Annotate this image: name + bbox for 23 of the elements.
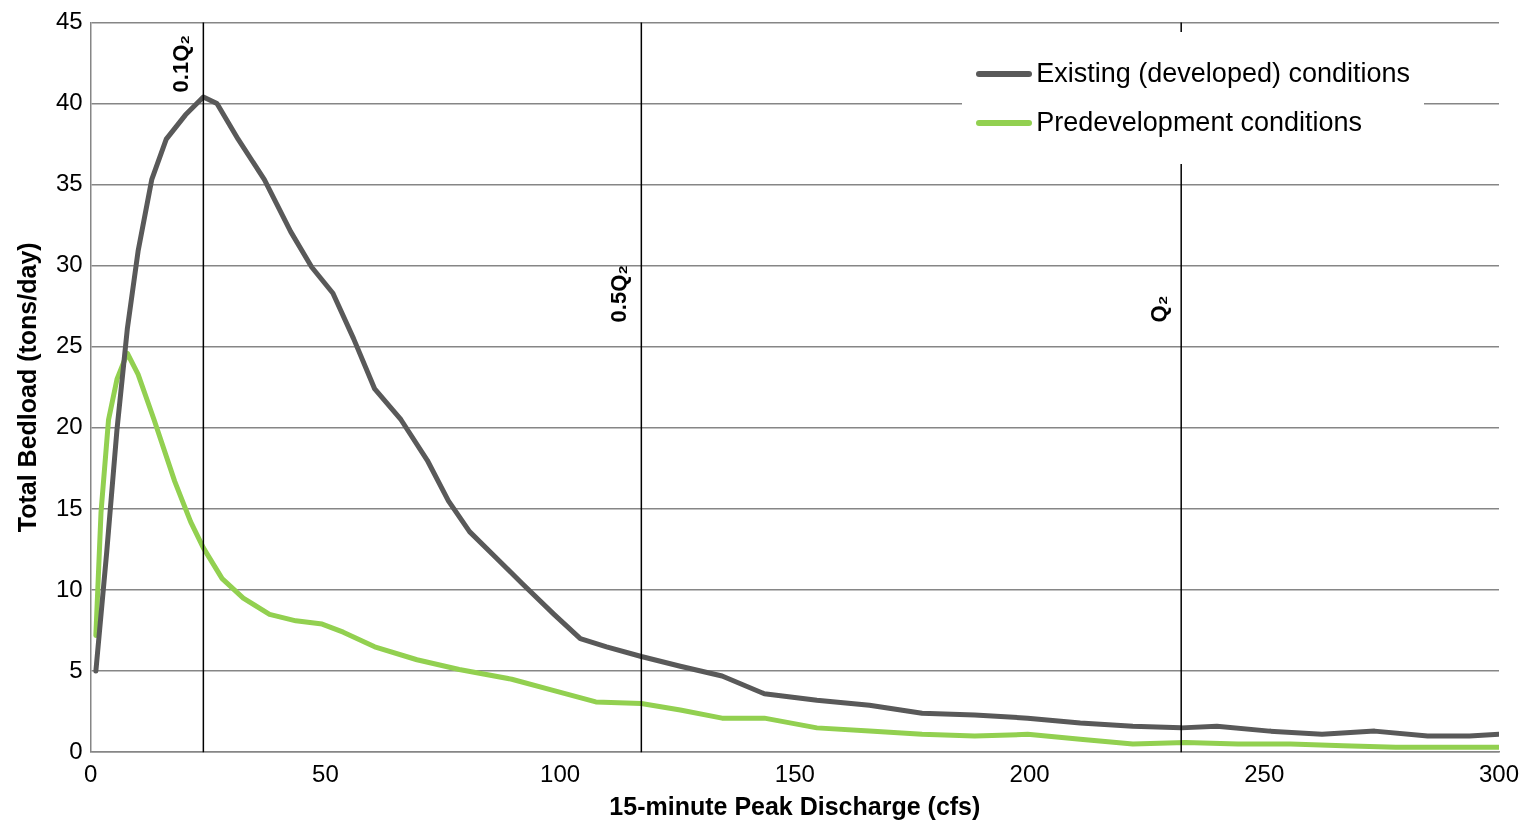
ref-line-label: 0.1Q₂ <box>168 34 194 93</box>
y-tick-label: 45 <box>55 7 83 35</box>
x-tick-label: 200 <box>1009 760 1050 788</box>
y-tick-label: 25 <box>55 331 83 359</box>
y-tick-label: 30 <box>55 250 83 278</box>
ref-line-label: Q₂ <box>1146 295 1172 323</box>
ref-line-label: 0.5Q₂ <box>606 264 632 323</box>
x-tick-label: 100 <box>540 760 581 788</box>
x-tick-label: 250 <box>1244 760 1285 788</box>
x-tick-label: 300 <box>1478 760 1520 788</box>
y-tick-label: 15 <box>55 493 83 521</box>
x-axis-title: 15-minute Peak Discharge (cfs) <box>609 791 981 820</box>
y-tick-label: 20 <box>55 412 83 440</box>
x-tick-label: 150 <box>774 760 815 788</box>
y-tick-label: 40 <box>55 88 83 116</box>
y-tick-label: 0 <box>69 736 83 764</box>
x-tick-label: 50 <box>312 760 339 788</box>
y-tick-label: 35 <box>55 169 83 197</box>
legend-label: Existing (developed) conditions <box>1036 58 1410 89</box>
y-axis-title: Total Bedload (tons/day) <box>12 242 41 533</box>
y-tick-label: 10 <box>55 574 83 602</box>
legend-label: Predevelopment conditions <box>1036 107 1362 138</box>
y-tick-label: 5 <box>69 655 83 683</box>
